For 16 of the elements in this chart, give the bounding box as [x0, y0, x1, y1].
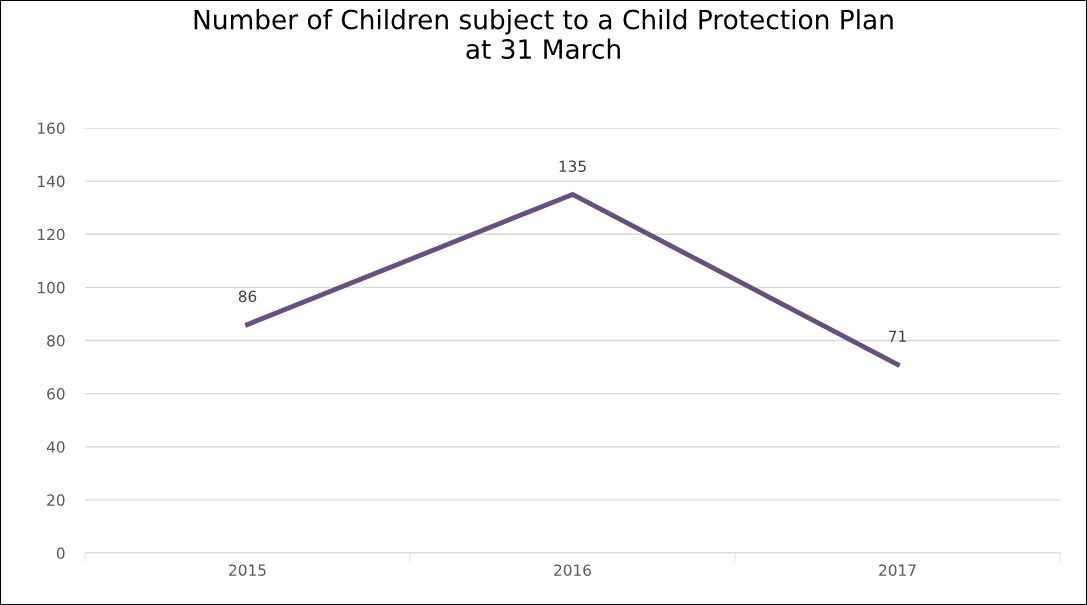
- y-tick-label: 120: [38, 228, 65, 241]
- x-tick-label: 2016: [554, 564, 591, 576]
- y-tick-label: 140: [38, 175, 65, 188]
- y-tick-label: 100: [38, 281, 65, 294]
- y-tick-label: 160: [38, 122, 65, 135]
- x-tick-label: 2017: [879, 564, 916, 576]
- y-tick-label: 80: [47, 334, 65, 347]
- y-tick-label: 40: [46, 441, 65, 453]
- data-label: 135: [559, 160, 586, 172]
- y-tick-label: 0: [56, 547, 65, 560]
- data-label: 71: [889, 330, 906, 342]
- y-tick-label: 60: [47, 388, 65, 400]
- x-tick-label: 2015: [229, 564, 266, 576]
- chart-title: Number of Children subject to a Child Protection Plan at 31 March: [194, 9, 893, 60]
- y-tick-label: 20: [47, 494, 65, 506]
- data-label: 86: [238, 290, 257, 303]
